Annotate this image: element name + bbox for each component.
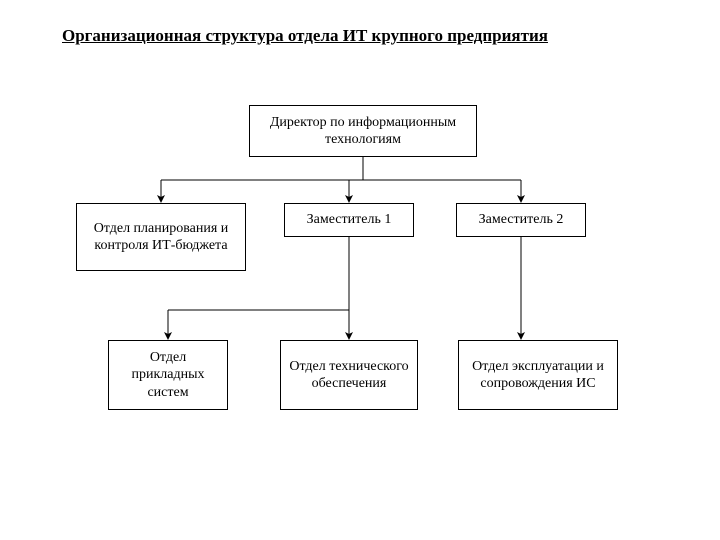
node-director-label: Директор по информационным технологиям	[250, 110, 476, 153]
node-ops: Отдел эксплуатации и сопровождения ИС	[458, 340, 618, 410]
node-deputy2: Заместитель 2	[456, 203, 586, 237]
node-tech-label: Отдел технического обеспечения	[281, 354, 417, 397]
node-planning: Отдел планирования и контроля ИТ-бюджета	[76, 203, 246, 271]
page-title: Организационная структура отдела ИТ круп…	[62, 26, 548, 46]
node-director: Директор по информационным технологиям	[249, 105, 477, 157]
node-applied-label: Отдел прикладных систем	[109, 345, 227, 406]
node-deputy2-label: Заместитель 2	[473, 207, 570, 233]
node-deputy1: Заместитель 1	[284, 203, 414, 237]
node-deputy1-label: Заместитель 1	[301, 207, 398, 233]
node-tech: Отдел технического обеспечения	[280, 340, 418, 410]
node-ops-label: Отдел эксплуатации и сопровождения ИС	[459, 354, 617, 397]
node-applied: Отдел прикладных систем	[108, 340, 228, 410]
node-planning-label: Отдел планирования и контроля ИТ-бюджета	[77, 216, 245, 259]
